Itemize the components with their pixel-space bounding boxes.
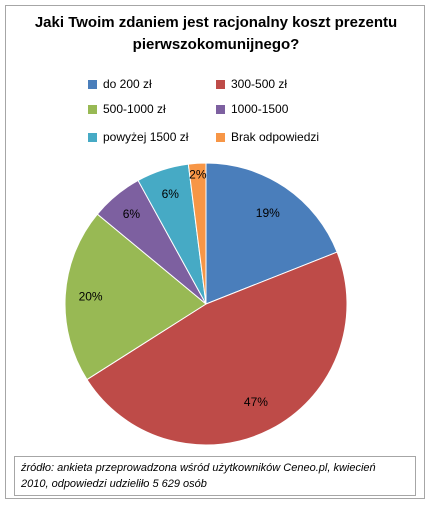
slice-value-label: 20% [79, 290, 103, 304]
legend-label: powyżej 1500 zł [103, 130, 189, 144]
legend-swatch [216, 104, 225, 114]
slice-value-label: 6% [162, 187, 180, 201]
chart-title-line-1: Jaki Twoim zdaniem jest racjonalny koszt… [34, 14, 398, 31]
legend-swatch [88, 79, 97, 89]
legend-label: 500-1000 zł [103, 102, 166, 116]
legend-swatch [88, 132, 97, 142]
legend-swatch [216, 79, 225, 89]
chart-frame [5, 5, 425, 499]
legend-item-do-200: do 200 zł [88, 76, 152, 92]
pie-slice-0 [205, 162, 338, 305]
legend-swatch [88, 104, 97, 114]
legend-label: 300-500 zł [231, 77, 288, 91]
slice-value-label: 19% [256, 206, 280, 220]
legend-swatch [216, 132, 225, 142]
pie-slice-5 [187, 162, 207, 305]
source-line-2: 2010, odpowiedzi udzieliło 5 629 osób [21, 478, 207, 490]
legend-item-powyzej-1500: powyżej 1500 zł [88, 129, 188, 145]
pie-slice-1 [86, 251, 348, 446]
legend-item-500-1000: 500-1000 zł [88, 101, 166, 117]
slice-value-label: 2% [189, 168, 207, 182]
source-line-1: źródło: ankieta przeprowadzona wśród uży… [21, 462, 376, 474]
legend-item-300-500: 300-500 zł [216, 76, 287, 92]
slice-value-label: 47% [244, 395, 268, 409]
source-note: źródło: ankieta przeprowadzona wśród uży… [14, 456, 416, 496]
legend-item-brak-odpowiedzi: Brak odpowiedzi [216, 129, 319, 145]
legend-label: do 200 zł [103, 77, 152, 91]
slice-value-label: 6% [123, 207, 141, 221]
legend-label: 1000-1500 [231, 102, 289, 116]
legend-label: Brak odpowiedzi [231, 130, 320, 144]
chart-title: Jaki Twoim zdaniem jest racjonalny koszt… [0, 12, 432, 56]
legend-item-1000-1500: 1000-1500 [216, 101, 288, 117]
pie-slice-2 [64, 213, 207, 381]
chart-title-line-2: pierwszokomunijnego? [132, 36, 300, 53]
